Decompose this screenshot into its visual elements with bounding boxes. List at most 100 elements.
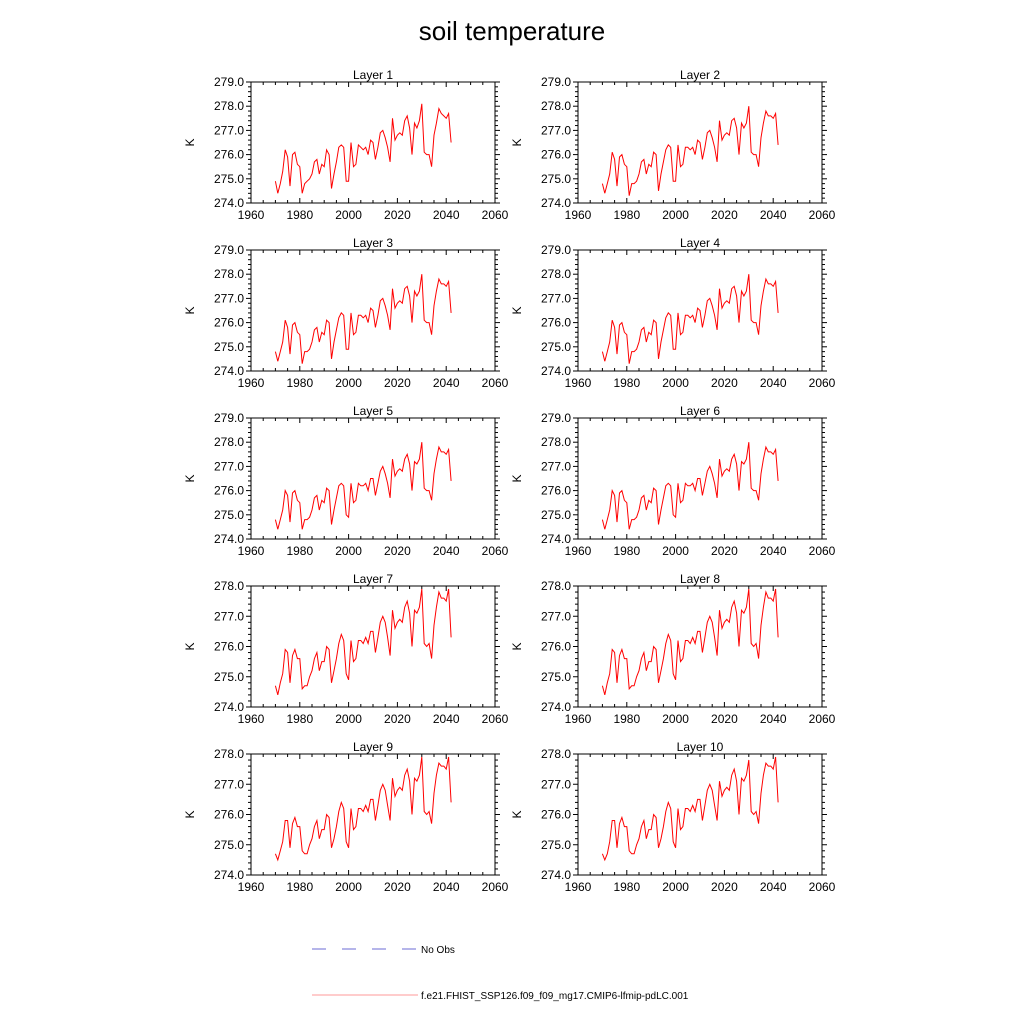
x-tick-label: 2060: [809, 544, 836, 558]
y-tick-label: 276.0: [214, 148, 244, 162]
x-tick-label: 1960: [238, 544, 265, 558]
y-tick-label: 274.0: [214, 700, 244, 714]
x-tick-label: 1960: [565, 544, 592, 558]
y-tick-label: 274.0: [541, 196, 571, 210]
x-tick-label: 2040: [760, 880, 787, 894]
y-tick-label: 278.0: [214, 435, 244, 449]
x-tick-label: 2020: [711, 880, 738, 894]
series-line-layer-3: [274, 274, 452, 364]
x-tick-label: 2020: [711, 376, 738, 390]
x-tick-label: 1980: [286, 544, 313, 558]
x-tick-label: 2040: [433, 376, 460, 390]
x-tick-label: 1980: [613, 376, 640, 390]
panel-layer-6: Layer 6 K 1960 1980 2000 2020 2040 2060 274.0 275…: [510, 404, 836, 558]
y-tick-label: 276.0: [541, 148, 571, 162]
y-tick-label: 277.0: [214, 609, 244, 623]
x-tick-label: 1960: [238, 376, 265, 390]
x-tick-label: 2000: [335, 712, 362, 726]
x-tick-label: 1980: [286, 376, 313, 390]
y-tick-label: 275.0: [541, 340, 571, 354]
y-tick-label: 277.0: [541, 609, 571, 623]
y-tick-label: 274.0: [541, 868, 571, 882]
y-tick-label: 278.0: [541, 579, 571, 593]
x-tick-label: 2040: [433, 880, 460, 894]
x-tick-label: 1960: [238, 712, 265, 726]
x-tick-label: 2060: [482, 712, 509, 726]
panel-layer-7: Layer 7 K 1960 1980 2000 2020 2040 2060 274.0 275…: [183, 572, 509, 726]
x-tick-label: 1980: [286, 208, 313, 222]
y-tick-label: 278.0: [541, 99, 571, 113]
series-line-layer-8: [601, 588, 779, 696]
panel-title: Layer 1: [353, 68, 393, 82]
x-tick-label: 2040: [433, 712, 460, 726]
x-tick-label: 1960: [565, 376, 592, 390]
x-tick-label: 2000: [662, 880, 689, 894]
x-tick-label: 2060: [482, 376, 509, 390]
panel-layer-5: Layer 5 K 1960 1980 2000 2020 2040 2060 274.0 275…: [183, 404, 509, 558]
x-tick-label: 2040: [433, 208, 460, 222]
x-tick-label: 2060: [482, 544, 509, 558]
panel-layer-8: Layer 8 K 1960 1980 2000 2020 2040 2060 274.0 275…: [510, 572, 836, 726]
plot-frame: [577, 753, 823, 876]
panel-title: Layer 3: [353, 236, 393, 250]
y-axis-label: K: [510, 642, 524, 650]
y-tick-label: 279.0: [214, 411, 244, 425]
y-tick-label: 276.0: [214, 640, 244, 654]
y-tick-label: 275.0: [541, 670, 571, 684]
panel-title: Layer 2: [680, 68, 720, 82]
y-tick-label: 274.0: [541, 532, 571, 546]
y-tick-label: 275.0: [541, 838, 571, 852]
x-tick-label: 2060: [809, 376, 836, 390]
x-tick-label: 2000: [335, 208, 362, 222]
x-tick-label: 1980: [613, 544, 640, 558]
y-tick-label: 276.0: [214, 808, 244, 822]
y-axis-label: K: [183, 642, 197, 650]
y-tick-label: 277.0: [214, 291, 244, 305]
x-tick-label: 2060: [482, 208, 509, 222]
x-tick-label: 2000: [335, 544, 362, 558]
y-tick-label: 275.0: [541, 508, 571, 522]
x-tick-label: 1960: [238, 208, 265, 222]
x-tick-label: 2000: [335, 880, 362, 894]
legend: No Obs f.e21.FHIST_SSP126.f09_f09_mg17.C…: [312, 945, 689, 1002]
y-tick-label: 278.0: [541, 435, 571, 449]
x-tick-label: 2040: [760, 376, 787, 390]
y-tick-label: 277.0: [214, 123, 244, 137]
y-tick-label: 279.0: [541, 75, 571, 89]
y-axis-label: K: [510, 138, 524, 146]
y-axis-label: K: [183, 474, 197, 482]
x-tick-label: 2060: [809, 208, 836, 222]
y-tick-label: 277.0: [214, 459, 244, 473]
panel-layer-3: Layer 3 K 1960 1980 2000 2020 2040 2060 274.0 275…: [183, 236, 509, 390]
y-tick-label: 275.0: [541, 172, 571, 186]
y-tick-label: 276.0: [214, 484, 244, 498]
x-tick-label: 2020: [384, 544, 411, 558]
panel-title: Layer 6: [680, 404, 720, 418]
x-tick-label: 1960: [565, 712, 592, 726]
panel-title: Layer 8: [680, 572, 720, 586]
panel-layer-2: Layer 2 K 1960 1980 2000 2020 2040 2060 274.0 275…: [510, 68, 836, 222]
x-tick-label: 1980: [286, 880, 313, 894]
y-axis-label: K: [510, 474, 524, 482]
x-tick-label: 2020: [711, 208, 738, 222]
x-tick-label: 2000: [662, 712, 689, 726]
panel-layer-4: Layer 4 K 1960 1980 2000 2020 2040 2060 274.0 275…: [510, 236, 836, 390]
x-tick-label: 1960: [565, 880, 592, 894]
x-tick-label: 2020: [711, 544, 738, 558]
figure-title: soil temperature: [419, 16, 605, 46]
plot-frame: [250, 753, 496, 876]
x-tick-label: 2020: [384, 880, 411, 894]
panel-title: Layer 4: [680, 236, 720, 250]
series-line-layer-6: [601, 442, 779, 530]
y-tick-label: 274.0: [541, 700, 571, 714]
x-tick-label: 2020: [384, 712, 411, 726]
legend-no-obs-label: No Obs: [421, 945, 455, 956]
x-tick-label: 1980: [286, 712, 313, 726]
y-tick-label: 274.0: [541, 364, 571, 378]
x-tick-label: 2040: [760, 712, 787, 726]
x-tick-label: 2060: [809, 880, 836, 894]
series-line-layer-9: [274, 756, 452, 862]
series-line-layer-2: [601, 106, 779, 196]
y-tick-label: 276.0: [541, 316, 571, 330]
series-line-layer-1: [274, 103, 452, 194]
